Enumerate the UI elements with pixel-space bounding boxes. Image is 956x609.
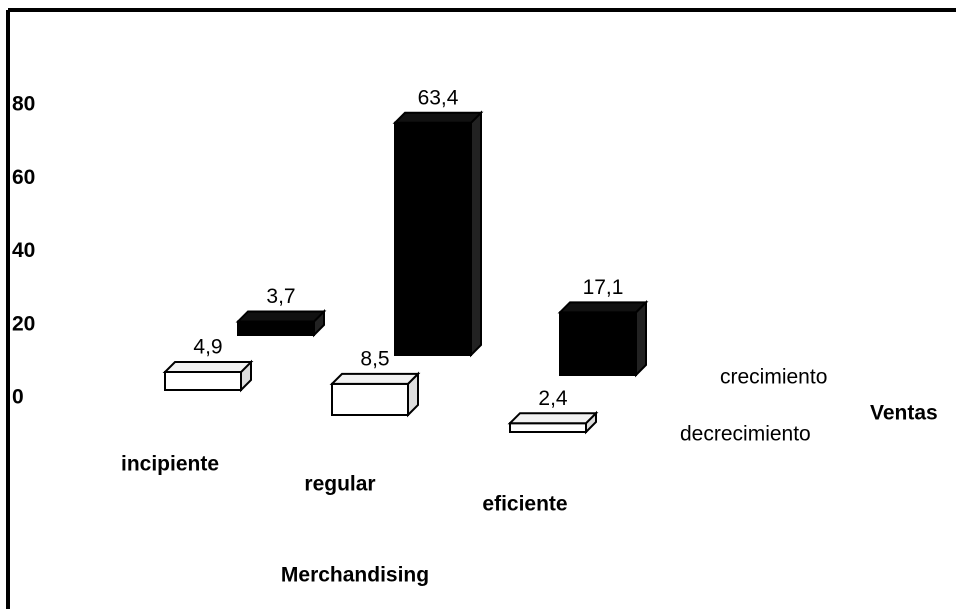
value-label: 2,4: [538, 387, 568, 410]
bar-front: [509, 422, 587, 433]
x-tick-label: incipiente: [121, 453, 219, 476]
bar-front: [237, 320, 315, 336]
bar: [329, 371, 421, 418]
bar-top: [329, 372, 421, 385]
bar-front: [559, 311, 637, 376]
z-axis-label: Ventas: [870, 402, 938, 425]
y-tick-label: 60: [12, 166, 35, 189]
bar-top: [235, 310, 327, 323]
y-tick-label: 20: [12, 312, 35, 335]
value-label: 63,4: [418, 86, 459, 109]
bar-top: [507, 412, 599, 425]
bar-front: [331, 382, 409, 416]
x-tick-label: regular: [304, 473, 375, 496]
x-tick-label: eficiente: [482, 493, 567, 516]
bar-side: [635, 299, 647, 378]
x-axis-label: Merchandising: [281, 564, 429, 587]
legend-label: crecimiento: [720, 366, 827, 389]
bar: [557, 299, 649, 378]
value-label: 8,5: [360, 347, 389, 370]
value-label: 4,9: [193, 336, 222, 359]
bar-side: [470, 110, 482, 358]
bar: [162, 359, 254, 393]
value-label: 3,7: [266, 285, 295, 308]
bar-top: [392, 111, 484, 124]
bar-front: [394, 121, 472, 356]
value-label: 17,1: [583, 276, 624, 299]
legend-label: decrecimiento: [680, 423, 811, 446]
bar-top: [557, 301, 649, 314]
bar-top: [162, 361, 254, 374]
bar: [392, 110, 484, 358]
bar: [507, 410, 599, 435]
y-tick-label: 80: [12, 93, 35, 116]
y-tick-label: 40: [12, 239, 35, 262]
y-tick-label: 0: [12, 386, 24, 409]
bar-front: [164, 371, 242, 391]
bar: [235, 309, 327, 338]
